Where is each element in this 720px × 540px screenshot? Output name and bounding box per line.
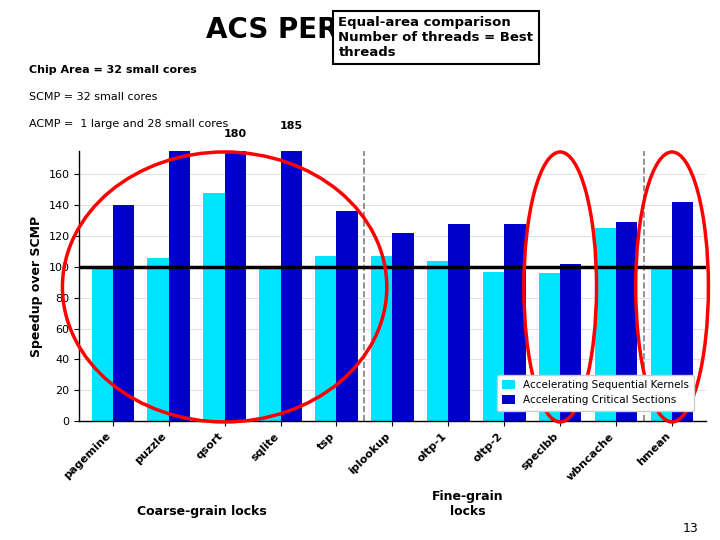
Bar	[113, 205, 134, 421]
Text: 13: 13	[683, 522, 698, 535]
Bar	[371, 256, 392, 421]
Text: 269: 269	[168, 0, 191, 2]
Bar	[672, 202, 693, 421]
Bar	[336, 211, 358, 421]
Text: 180: 180	[224, 129, 247, 139]
Text: Chip Area = 32 small cores: Chip Area = 32 small cores	[29, 65, 197, 75]
Bar	[449, 224, 469, 421]
Bar	[651, 267, 672, 421]
Bar	[259, 267, 281, 421]
Bar	[504, 224, 526, 421]
Bar	[539, 273, 560, 421]
Bar	[203, 193, 225, 421]
Bar	[427, 261, 449, 421]
Text: ACMP =  1 large and 28 small cores: ACMP = 1 large and 28 small cores	[29, 119, 228, 129]
Bar	[148, 258, 168, 421]
Bar	[281, 136, 302, 421]
Text: 185: 185	[279, 121, 302, 131]
Bar	[595, 228, 616, 421]
Bar	[225, 144, 246, 421]
Text: ACS PERFORMANCE: ACS PERFORMANCE	[206, 16, 514, 44]
Text: SCMP = 32 small cores: SCMP = 32 small cores	[29, 92, 157, 102]
Legend: Accelerating Sequential Kernels, Accelerating Critical Sections: Accelerating Sequential Kernels, Acceler…	[497, 375, 694, 410]
Text: Fine-grain
locks: Fine-grain locks	[432, 490, 504, 518]
Bar	[168, 6, 190, 421]
Bar	[560, 264, 582, 421]
Text: Equal-area comparison
Number of threads = Best
threads: Equal-area comparison Number of threads …	[338, 16, 534, 59]
Text: Coarse-grain locks: Coarse-grain locks	[137, 505, 266, 518]
Bar	[315, 256, 336, 421]
Y-axis label: Speedup over SCMP: Speedup over SCMP	[30, 215, 42, 357]
Bar	[91, 267, 113, 421]
Bar	[392, 233, 414, 421]
Bar	[616, 222, 637, 421]
Bar	[483, 272, 504, 421]
